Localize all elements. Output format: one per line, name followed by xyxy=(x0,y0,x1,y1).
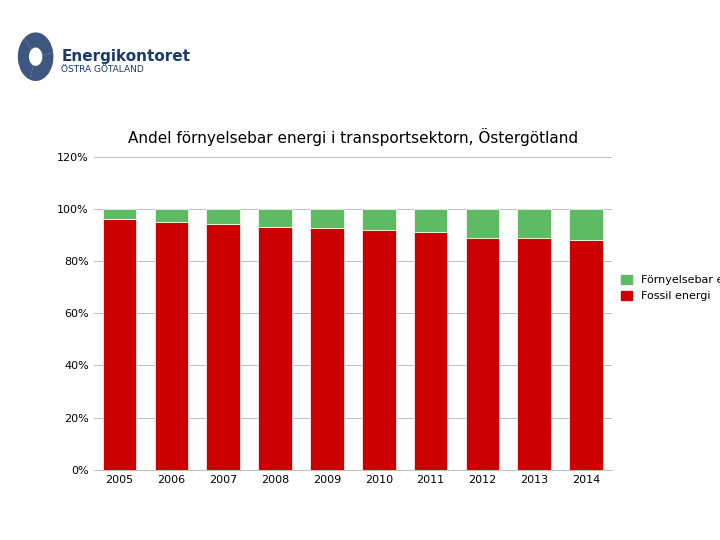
Bar xyxy=(258,227,292,470)
Bar xyxy=(258,209,292,227)
Bar xyxy=(103,219,136,470)
Bar xyxy=(518,238,551,470)
Bar xyxy=(155,222,188,470)
Bar xyxy=(466,238,499,470)
Bar xyxy=(310,228,343,470)
Title: Andel förnyelsebar energi i transportsektorn, Östergötland: Andel förnyelsebar energi i transportsek… xyxy=(127,127,578,146)
Wedge shape xyxy=(30,52,53,81)
Bar xyxy=(103,209,136,219)
Bar xyxy=(207,209,240,225)
Bar xyxy=(362,209,395,230)
Bar xyxy=(414,232,447,470)
Bar xyxy=(310,209,343,228)
Legend: Förnyelsebar energi, Fossil energi: Förnyelsebar energi, Fossil energi xyxy=(621,275,720,301)
Bar xyxy=(362,230,395,470)
Wedge shape xyxy=(24,32,53,55)
Bar xyxy=(414,209,447,232)
Bar xyxy=(466,209,499,238)
Bar xyxy=(570,209,603,240)
Wedge shape xyxy=(18,38,33,79)
Bar xyxy=(518,209,551,238)
Text: ÖSTRA GÖTALAND: ÖSTRA GÖTALAND xyxy=(61,65,144,73)
Bar xyxy=(207,225,240,470)
Bar xyxy=(570,240,603,470)
Text: Energikontoret: Energikontoret xyxy=(61,49,190,64)
Bar xyxy=(155,209,188,222)
